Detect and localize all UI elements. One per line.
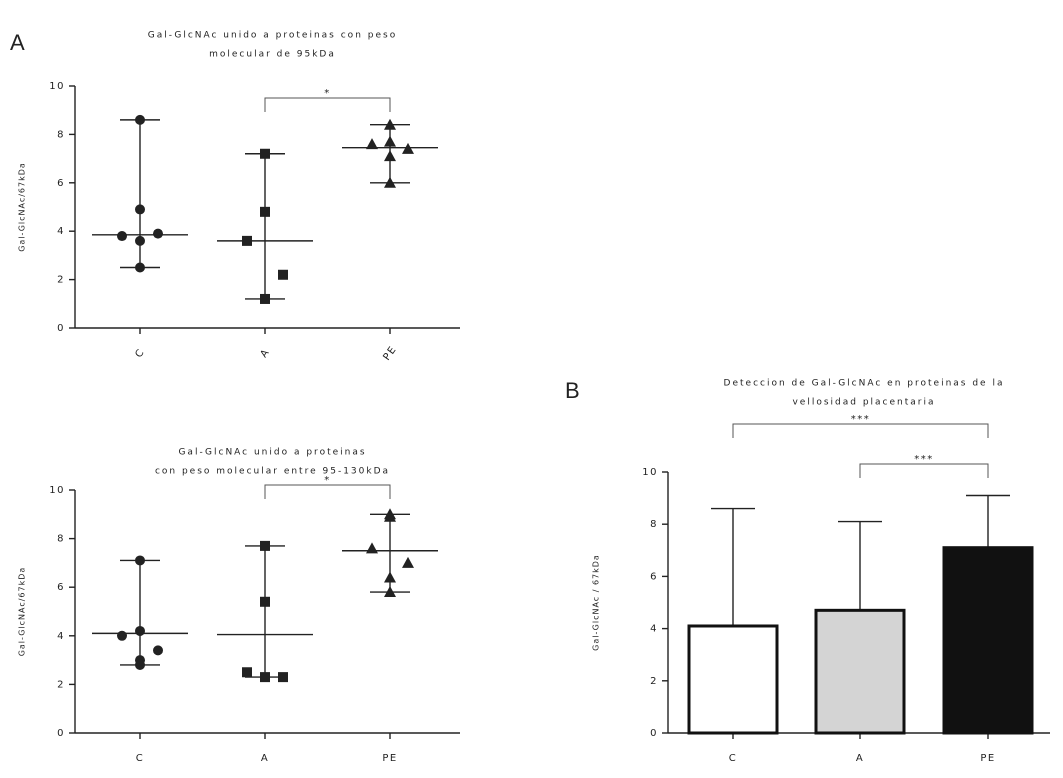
data-point xyxy=(135,204,145,215)
y-tick-label: 6 xyxy=(650,571,658,582)
y-tick-label: 10 xyxy=(49,485,65,496)
data-point xyxy=(384,150,396,162)
significance-bracket xyxy=(264,97,391,112)
data-point xyxy=(278,672,288,683)
data-point xyxy=(260,672,270,683)
x-tick-label: PE xyxy=(381,344,399,363)
chart-title: Gal-GlcNAc unido a proteinas xyxy=(178,448,366,458)
y-axis-label: Gal-GlcNAc/67kDa xyxy=(18,567,27,657)
x-tick-label: A xyxy=(261,753,269,764)
data-point xyxy=(153,228,163,239)
panel-label: A xyxy=(10,30,25,55)
data-point xyxy=(117,231,127,242)
y-tick-label: 8 xyxy=(57,129,65,140)
data-point xyxy=(402,142,414,154)
chart-title: Deteccion de Gal-GlcNAc en proteinas de … xyxy=(724,379,1005,389)
data-point xyxy=(260,293,270,304)
y-tick-label: 0 xyxy=(57,323,65,334)
data-point xyxy=(117,630,127,641)
data-point xyxy=(242,235,252,246)
data-point xyxy=(135,262,145,273)
data-point xyxy=(260,540,270,551)
y-tick-label: 4 xyxy=(57,226,65,237)
y-axis-label: Gal-GlcNAc/67kDa xyxy=(18,162,27,252)
data-point xyxy=(384,118,396,130)
y-axis-label: Gal-GlcNAc / 67kDa xyxy=(592,554,601,651)
data-point xyxy=(384,510,396,522)
data-point xyxy=(384,571,396,583)
y-tick-label: 6 xyxy=(57,582,65,593)
bar xyxy=(814,608,906,735)
y-tick-label: 10 xyxy=(642,467,658,478)
data-point xyxy=(135,555,145,566)
significance-bracket xyxy=(732,423,989,438)
data-point xyxy=(135,659,145,670)
significance-bracket xyxy=(264,484,391,499)
data-point xyxy=(384,135,396,147)
y-tick-label: 8 xyxy=(57,534,65,545)
y-tick-label: 2 xyxy=(57,275,65,286)
data-point xyxy=(260,148,270,159)
data-point xyxy=(260,206,270,217)
x-tick-label: PE xyxy=(980,753,995,764)
x-tick-label: A xyxy=(856,753,864,764)
significance-bracket xyxy=(859,463,989,478)
chart-title: Gal-GlcNAc unido a proteinas con peso xyxy=(148,31,397,41)
bar xyxy=(687,624,779,735)
chart-title: vellosidad placentaria xyxy=(792,398,935,408)
data-point xyxy=(135,114,145,125)
x-tick-label: A xyxy=(259,347,273,360)
y-tick-label: 10 xyxy=(49,81,65,92)
data-point xyxy=(260,596,270,607)
x-tick-label: C xyxy=(136,753,144,764)
significance-label: *** xyxy=(914,454,934,465)
y-tick-label: 0 xyxy=(57,728,65,739)
y-tick-label: 2 xyxy=(650,676,658,687)
x-tick-label: C xyxy=(729,753,737,764)
data-point xyxy=(384,176,396,188)
y-tick-label: 2 xyxy=(57,679,65,690)
y-tick-label: 8 xyxy=(650,519,658,530)
data-point xyxy=(366,542,378,554)
data-point xyxy=(135,625,145,636)
y-tick-label: 4 xyxy=(57,631,65,642)
significance-label: * xyxy=(324,475,331,486)
data-point xyxy=(366,138,378,150)
significance-label: * xyxy=(324,88,331,99)
panel-label: B xyxy=(565,378,580,403)
chart-title: molecular de 95kDa xyxy=(209,50,336,60)
y-tick-label: 0 xyxy=(650,728,658,739)
significance-label: *** xyxy=(851,414,871,425)
data-point xyxy=(242,667,252,678)
data-point xyxy=(402,556,414,568)
data-point xyxy=(278,269,288,280)
data-point xyxy=(384,586,396,598)
y-tick-label: 6 xyxy=(57,178,65,189)
data-point xyxy=(153,645,163,656)
y-tick-label: 4 xyxy=(650,624,658,635)
chart-title: con peso molecular entre 95-130kDa xyxy=(155,467,390,477)
bar xyxy=(942,546,1034,735)
x-tick-label: C xyxy=(133,347,147,360)
x-tick-label: PE xyxy=(382,753,397,764)
data-point xyxy=(135,235,145,246)
